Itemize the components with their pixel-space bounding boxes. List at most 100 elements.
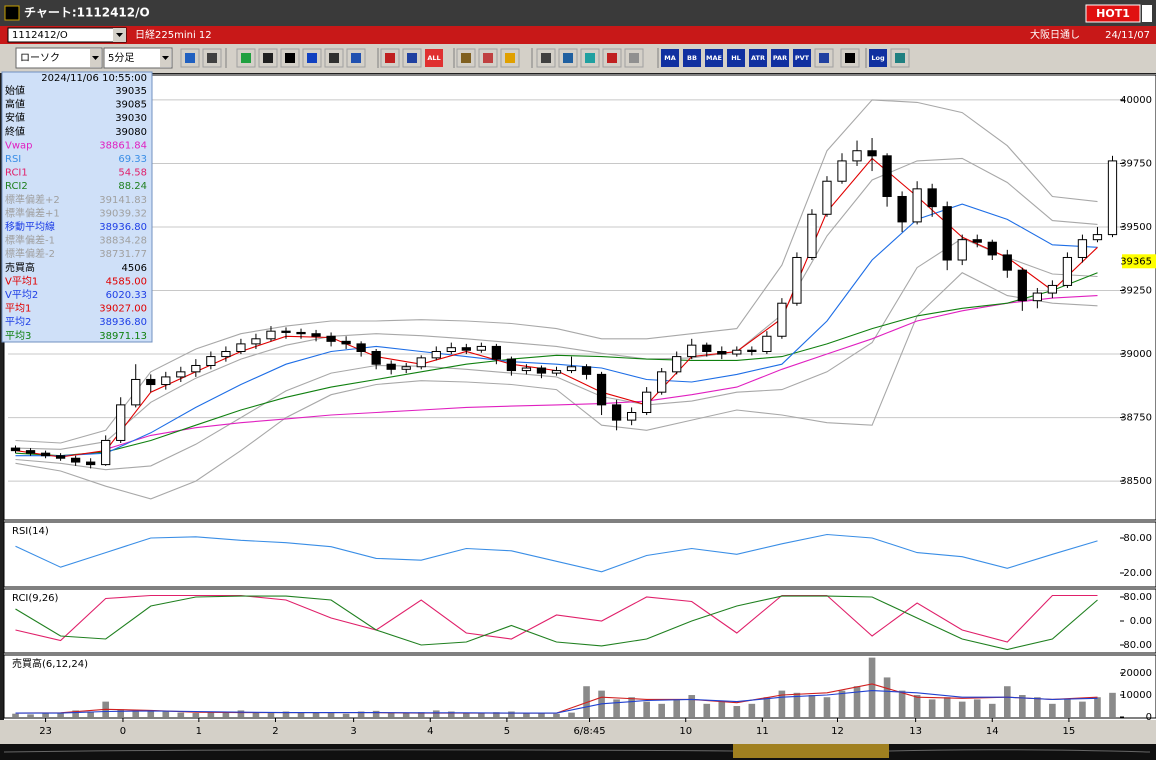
- text-button[interactable]: [771, 49, 789, 67]
- candle-body: [326, 335, 336, 342]
- text-button[interactable]: [793, 49, 811, 67]
- info-value: 39080: [115, 127, 147, 138]
- volume-bar: [327, 713, 335, 718]
- code-text: 1112412/O: [12, 30, 68, 41]
- candle-body: [942, 206, 952, 261]
- candle-body: [371, 351, 381, 365]
- panel-frame: [3, 588, 1156, 654]
- info-rows: 始値 39035 高値 39085 安値 39030 終値 39080 Vwap 38861.84…: [5, 84, 147, 342]
- toolbar: [0, 44, 1156, 73]
- scroll-thumb[interactable]: [733, 744, 889, 758]
- info-value: 39039.32: [99, 208, 147, 219]
- interval-select[interactable]: [103, 47, 173, 69]
- indicator-line: [15, 690, 1098, 714]
- y-tick-label: -80.00: [1120, 640, 1152, 651]
- volume-bar: [733, 706, 741, 718]
- x-tick-label: 3: [350, 726, 356, 737]
- tool-icon: [585, 53, 595, 63]
- candle-body: [957, 239, 967, 261]
- y-tick-label: 39750: [1120, 158, 1152, 169]
- volume-bar: [207, 712, 215, 718]
- info-label: 移動平均線: [5, 220, 55, 233]
- candle-body: [536, 367, 547, 374]
- volume-bar: [1003, 686, 1011, 718]
- scroll-preview: [3, 749, 1151, 753]
- indicator-line: [15, 594, 1098, 643]
- volume-bar: [658, 703, 665, 718]
- text-button[interactable]: [425, 49, 443, 67]
- info-value: 39085: [115, 100, 147, 111]
- candle-body: [386, 363, 396, 370]
- volume-bar: [1034, 697, 1041, 718]
- hot-scroll[interactable]: [1142, 5, 1152, 22]
- volume-bar: [808, 695, 816, 718]
- candle-body: [25, 450, 36, 454]
- text-button[interactable]: [727, 49, 745, 67]
- text-button-label: Log: [871, 54, 885, 62]
- text-button[interactable]: [869, 49, 887, 67]
- volume-bar: [493, 712, 500, 718]
- info-panel: [1, 71, 153, 343]
- y-tick-label: 80.00: [1123, 533, 1152, 544]
- y-tick-label: 80.00: [1123, 592, 1152, 603]
- volume-bar: [87, 711, 94, 718]
- tool-icon: [541, 53, 551, 63]
- panel-title: RCI(9,26): [12, 593, 59, 604]
- text-button[interactable]: [683, 49, 701, 67]
- volume-bar: [613, 699, 620, 718]
- candle-body: [236, 343, 246, 353]
- candle-body: [882, 155, 892, 197]
- volume-bar: [718, 701, 726, 718]
- candle-body: [972, 239, 982, 243]
- candle-body: [1092, 234, 1103, 241]
- header-bar: [0, 26, 1156, 44]
- x-tick-label: 4: [427, 726, 433, 737]
- y-tick-label: 0.00: [1130, 616, 1152, 627]
- last-price-label: 39365: [1120, 256, 1152, 267]
- tool-icon: [819, 53, 829, 63]
- volume-bar: [12, 713, 19, 718]
- text-button[interactable]: [749, 49, 767, 67]
- info-value: 39035: [115, 86, 147, 97]
- info-label: RCI2: [5, 181, 28, 192]
- info-value: 4585.00: [106, 276, 147, 287]
- candle-body: [116, 404, 126, 441]
- volume-bar: [673, 699, 681, 718]
- indicator-line: [15, 237, 1098, 471]
- candle-body: [1032, 292, 1042, 302]
- hot-button[interactable]: [1085, 4, 1141, 23]
- candle-body: [987, 241, 997, 256]
- candle-body: [251, 338, 261, 345]
- candle-body: [927, 188, 937, 208]
- volume-bar: [763, 697, 771, 718]
- info-value: 38834.28: [99, 236, 147, 247]
- tool-icon: [407, 53, 417, 63]
- candle-body: [702, 344, 712, 353]
- dropdown-arrow: [162, 56, 169, 60]
- volume-bar: [538, 713, 545, 718]
- interval: 5分足: [108, 52, 134, 64]
- chart-type-select[interactable]: [15, 47, 103, 69]
- info-label: RCI1: [5, 168, 28, 179]
- info-value: 38971.13: [99, 331, 147, 342]
- scrollbar[interactable]: [0, 744, 1156, 760]
- text-button[interactable]: [661, 49, 679, 67]
- candle-body: [506, 358, 517, 372]
- tool-icon: [207, 53, 217, 63]
- volume-bar: [463, 712, 470, 718]
- volume-bar: [297, 712, 305, 718]
- volume-bar: [192, 713, 200, 718]
- info-label: 標準偏差-2: [5, 247, 55, 260]
- volume-bar: [447, 711, 455, 718]
- info-value: 4506: [122, 263, 147, 274]
- x-tick-label: 6/8:45: [573, 726, 605, 737]
- candle-body: [341, 340, 351, 345]
- volume-bar: [372, 710, 380, 718]
- info-label: 始値: [5, 84, 25, 97]
- volume-bar: [1094, 697, 1101, 718]
- volume-bar: [478, 713, 485, 718]
- text-button[interactable]: [705, 49, 723, 67]
- volume-bar: [27, 714, 34, 718]
- candle-body: [431, 351, 441, 359]
- info-label: 安値: [5, 111, 25, 124]
